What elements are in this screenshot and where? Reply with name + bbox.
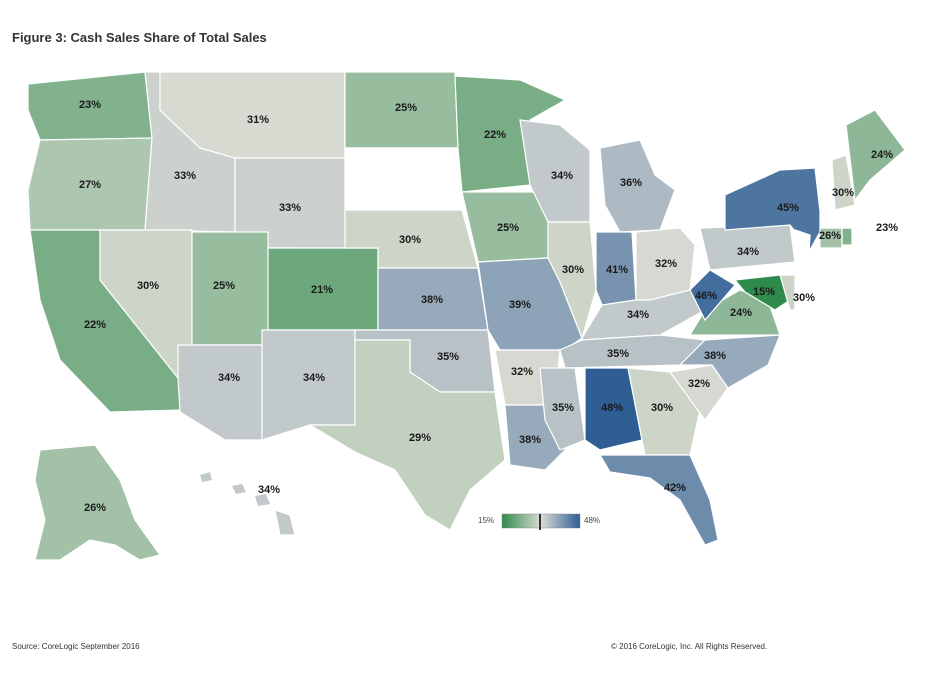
state-label-ut: 25%	[213, 280, 235, 292]
source-note: Source: CoreLogic September 2016	[12, 642, 140, 651]
state-md	[733, 274, 791, 311]
state-label-nc: 38%	[704, 350, 726, 362]
state-label-il: 30%	[562, 264, 584, 276]
state-label-ga: 30%	[651, 402, 673, 414]
state-label-ar: 32%	[511, 366, 533, 378]
state-label-ks: 38%	[421, 294, 443, 306]
state-label-de: 30%	[793, 292, 815, 304]
state-az	[177, 344, 263, 441]
state-al	[584, 367, 643, 451]
state-label-nh: 30%	[832, 187, 854, 199]
state-ri	[841, 227, 853, 246]
state-label-mo: 39%	[509, 299, 531, 311]
state-label-ny: 45%	[777, 202, 799, 214]
state-label-ms: 35%	[552, 402, 574, 414]
state-sd	[344, 147, 463, 211]
state-label-mi: 36%	[620, 177, 642, 189]
state-hi-island-2	[255, 494, 270, 506]
state-label-tn: 35%	[607, 348, 629, 360]
state-tx	[307, 339, 506, 531]
state-label-ca: 22%	[84, 319, 106, 331]
state-label-wi: 34%	[551, 170, 573, 182]
labels-layer: 23% 27% 22% 33% 30% 31% 33% 25% 34% 21% 34% 25% 30% 3…	[79, 99, 898, 514]
state-vt	[814, 164, 833, 211]
state-nh	[831, 154, 856, 211]
state-label-id: 33%	[174, 170, 196, 182]
state-hi	[274, 509, 296, 536]
state-me	[845, 109, 906, 202]
state-label-wv: 46%	[695, 290, 717, 302]
state-label-pa: 34%	[737, 246, 759, 258]
state-label-mn: 22%	[484, 129, 506, 141]
state-label-va: 24%	[730, 307, 752, 319]
state-label-nm: 34%	[303, 372, 325, 384]
state-label-ky: 34%	[627, 309, 649, 321]
copyright-note: © 2016 CoreLogic, Inc. All Rights Reserv…	[611, 642, 768, 651]
state-label-az: 34%	[218, 372, 240, 384]
state-label-ne: 30%	[399, 234, 421, 246]
state-label-oh: 32%	[655, 258, 677, 270]
state-label-or: 27%	[79, 179, 101, 191]
state-label-tx: 29%	[409, 432, 431, 444]
legend-max-label: 48%	[584, 516, 600, 525]
state-label-ok: 35%	[437, 351, 459, 363]
legend-min-label: 15%	[478, 516, 494, 525]
state-label-in: 41%	[606, 264, 628, 276]
state-label-nd: 25%	[395, 102, 417, 114]
state-label-sc: 32%	[688, 378, 710, 390]
state-label-la: 38%	[519, 434, 541, 446]
state-nm	[261, 329, 356, 441]
state-label-nv: 30%	[137, 280, 159, 292]
state-hi-island-1	[232, 484, 246, 494]
state-label-mt: 31%	[247, 114, 269, 126]
state-de	[779, 274, 796, 311]
state-ma	[819, 211, 871, 229]
state-nc	[678, 334, 781, 389]
state-label-hi: 34%	[258, 484, 280, 496]
state-nj	[794, 229, 811, 276]
state-label-md: 15%	[753, 286, 775, 298]
state-label-ak: 26%	[84, 502, 106, 514]
state-hi-island-0	[200, 472, 212, 482]
state-mi	[599, 139, 676, 233]
state-label-ri: 23%	[876, 222, 898, 234]
state-label-wy: 33%	[279, 202, 301, 214]
state-label-fl: 42%	[664, 482, 686, 494]
figure-title: Figure 3: Cash Sales Share of Total Sale…	[12, 30, 267, 45]
state-fl	[598, 454, 719, 546]
state-label-al: 48%	[601, 402, 623, 414]
legend-marker	[539, 514, 541, 530]
state-ms	[539, 367, 586, 451]
states-layer	[27, 71, 906, 561]
state-label-co: 21%	[311, 284, 333, 296]
color-legend: 15% 48%	[478, 513, 600, 530]
state-label-me: 24%	[871, 149, 893, 161]
state-wv	[689, 269, 736, 322]
state-label-wa: 23%	[79, 99, 101, 111]
state-label-ia: 25%	[497, 222, 519, 234]
state-ny	[724, 167, 823, 252]
state-ak	[34, 444, 162, 561]
state-label-ct: 26%	[819, 230, 841, 242]
